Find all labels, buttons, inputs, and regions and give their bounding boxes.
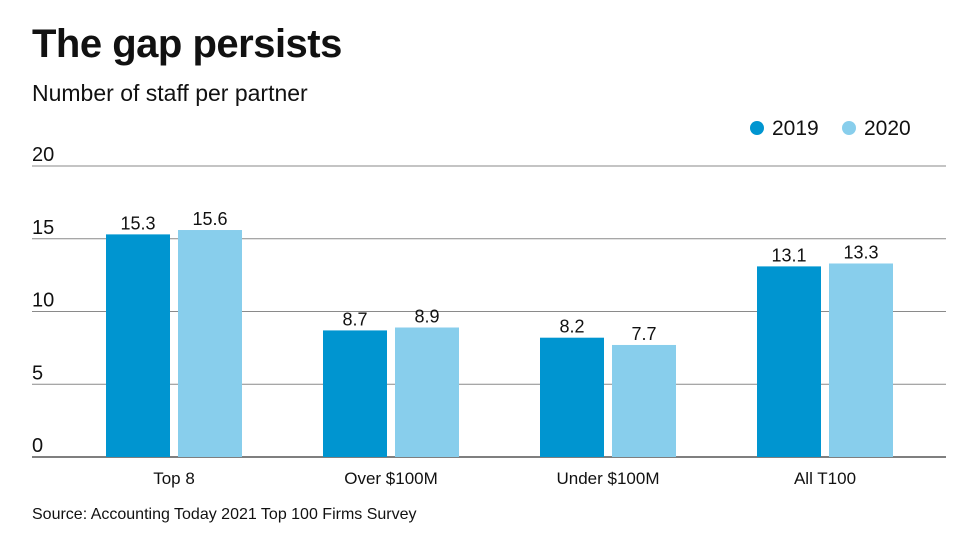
data-label: 13.1 [771,245,806,265]
x-tick-label: Top 8 [153,469,195,488]
x-tick-label: All T100 [794,469,856,488]
y-tick-label: 10 [32,290,54,312]
data-label: 15.6 [192,209,227,229]
y-tick-label: 15 [32,217,54,239]
data-label: 8.9 [414,307,439,327]
data-label: 15.3 [120,213,155,233]
data-label: 13.3 [843,242,878,262]
chart-title: The gap persists [32,22,342,66]
bar-2020 [178,230,242,457]
data-label: 7.7 [631,324,656,344]
bar-2019 [757,266,821,457]
bar-2019 [540,337,604,457]
bar-2020 [395,327,459,457]
x-tick-label: Under $100M [556,469,659,488]
legend-marker-icon [842,121,856,135]
y-tick-label: 5 [32,362,43,384]
bar-2019 [323,330,387,457]
x-tick-label: Over $100M [344,469,438,488]
bar-2020 [829,263,893,457]
bar-2020 [612,344,676,457]
data-label: 8.7 [342,309,367,329]
bar-2019 [106,234,170,457]
data-label: 8.2 [559,317,584,337]
y-tick-label: 20 [32,144,54,166]
legend-label: 2020 [864,117,911,140]
legend-label: 2019 [772,117,819,140]
y-tick-label: 0 [32,435,43,457]
legend-marker-icon [750,121,764,135]
chart-subtitle: Number of staff per partner [32,80,308,106]
chart-source: Source: Accounting Today 2021 Top 100 Fi… [32,506,417,523]
